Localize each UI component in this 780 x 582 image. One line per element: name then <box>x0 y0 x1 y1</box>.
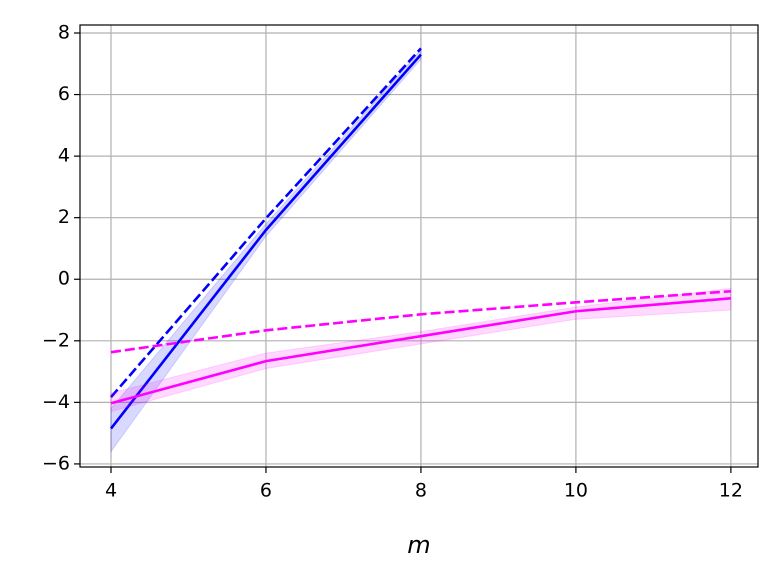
y-tick-label: 2 <box>58 206 70 228</box>
y-tick-label: −4 <box>42 391 70 413</box>
y-tick-label: 8 <box>58 22 70 44</box>
line <box>110 297 731 405</box>
y-tick-label: −6 <box>42 452 70 474</box>
x-axis-label: m <box>407 531 430 559</box>
y-tick-label: 6 <box>58 83 70 105</box>
x-tick-label: 6 <box>260 480 272 502</box>
confidence-band <box>110 287 732 413</box>
axes-frame <box>79 24 759 468</box>
y-tick-label: 4 <box>58 145 70 167</box>
x-tick-label: 8 <box>415 480 427 502</box>
x-tick-label: 4 <box>105 480 117 502</box>
line <box>110 289 731 354</box>
line <box>110 47 422 398</box>
line <box>109 53 422 430</box>
x-tick-label: 12 <box>719 480 743 502</box>
x-tick-label: 10 <box>564 480 588 502</box>
y-tick-label: −2 <box>42 329 70 351</box>
y-tick-label: 0 <box>58 268 70 290</box>
